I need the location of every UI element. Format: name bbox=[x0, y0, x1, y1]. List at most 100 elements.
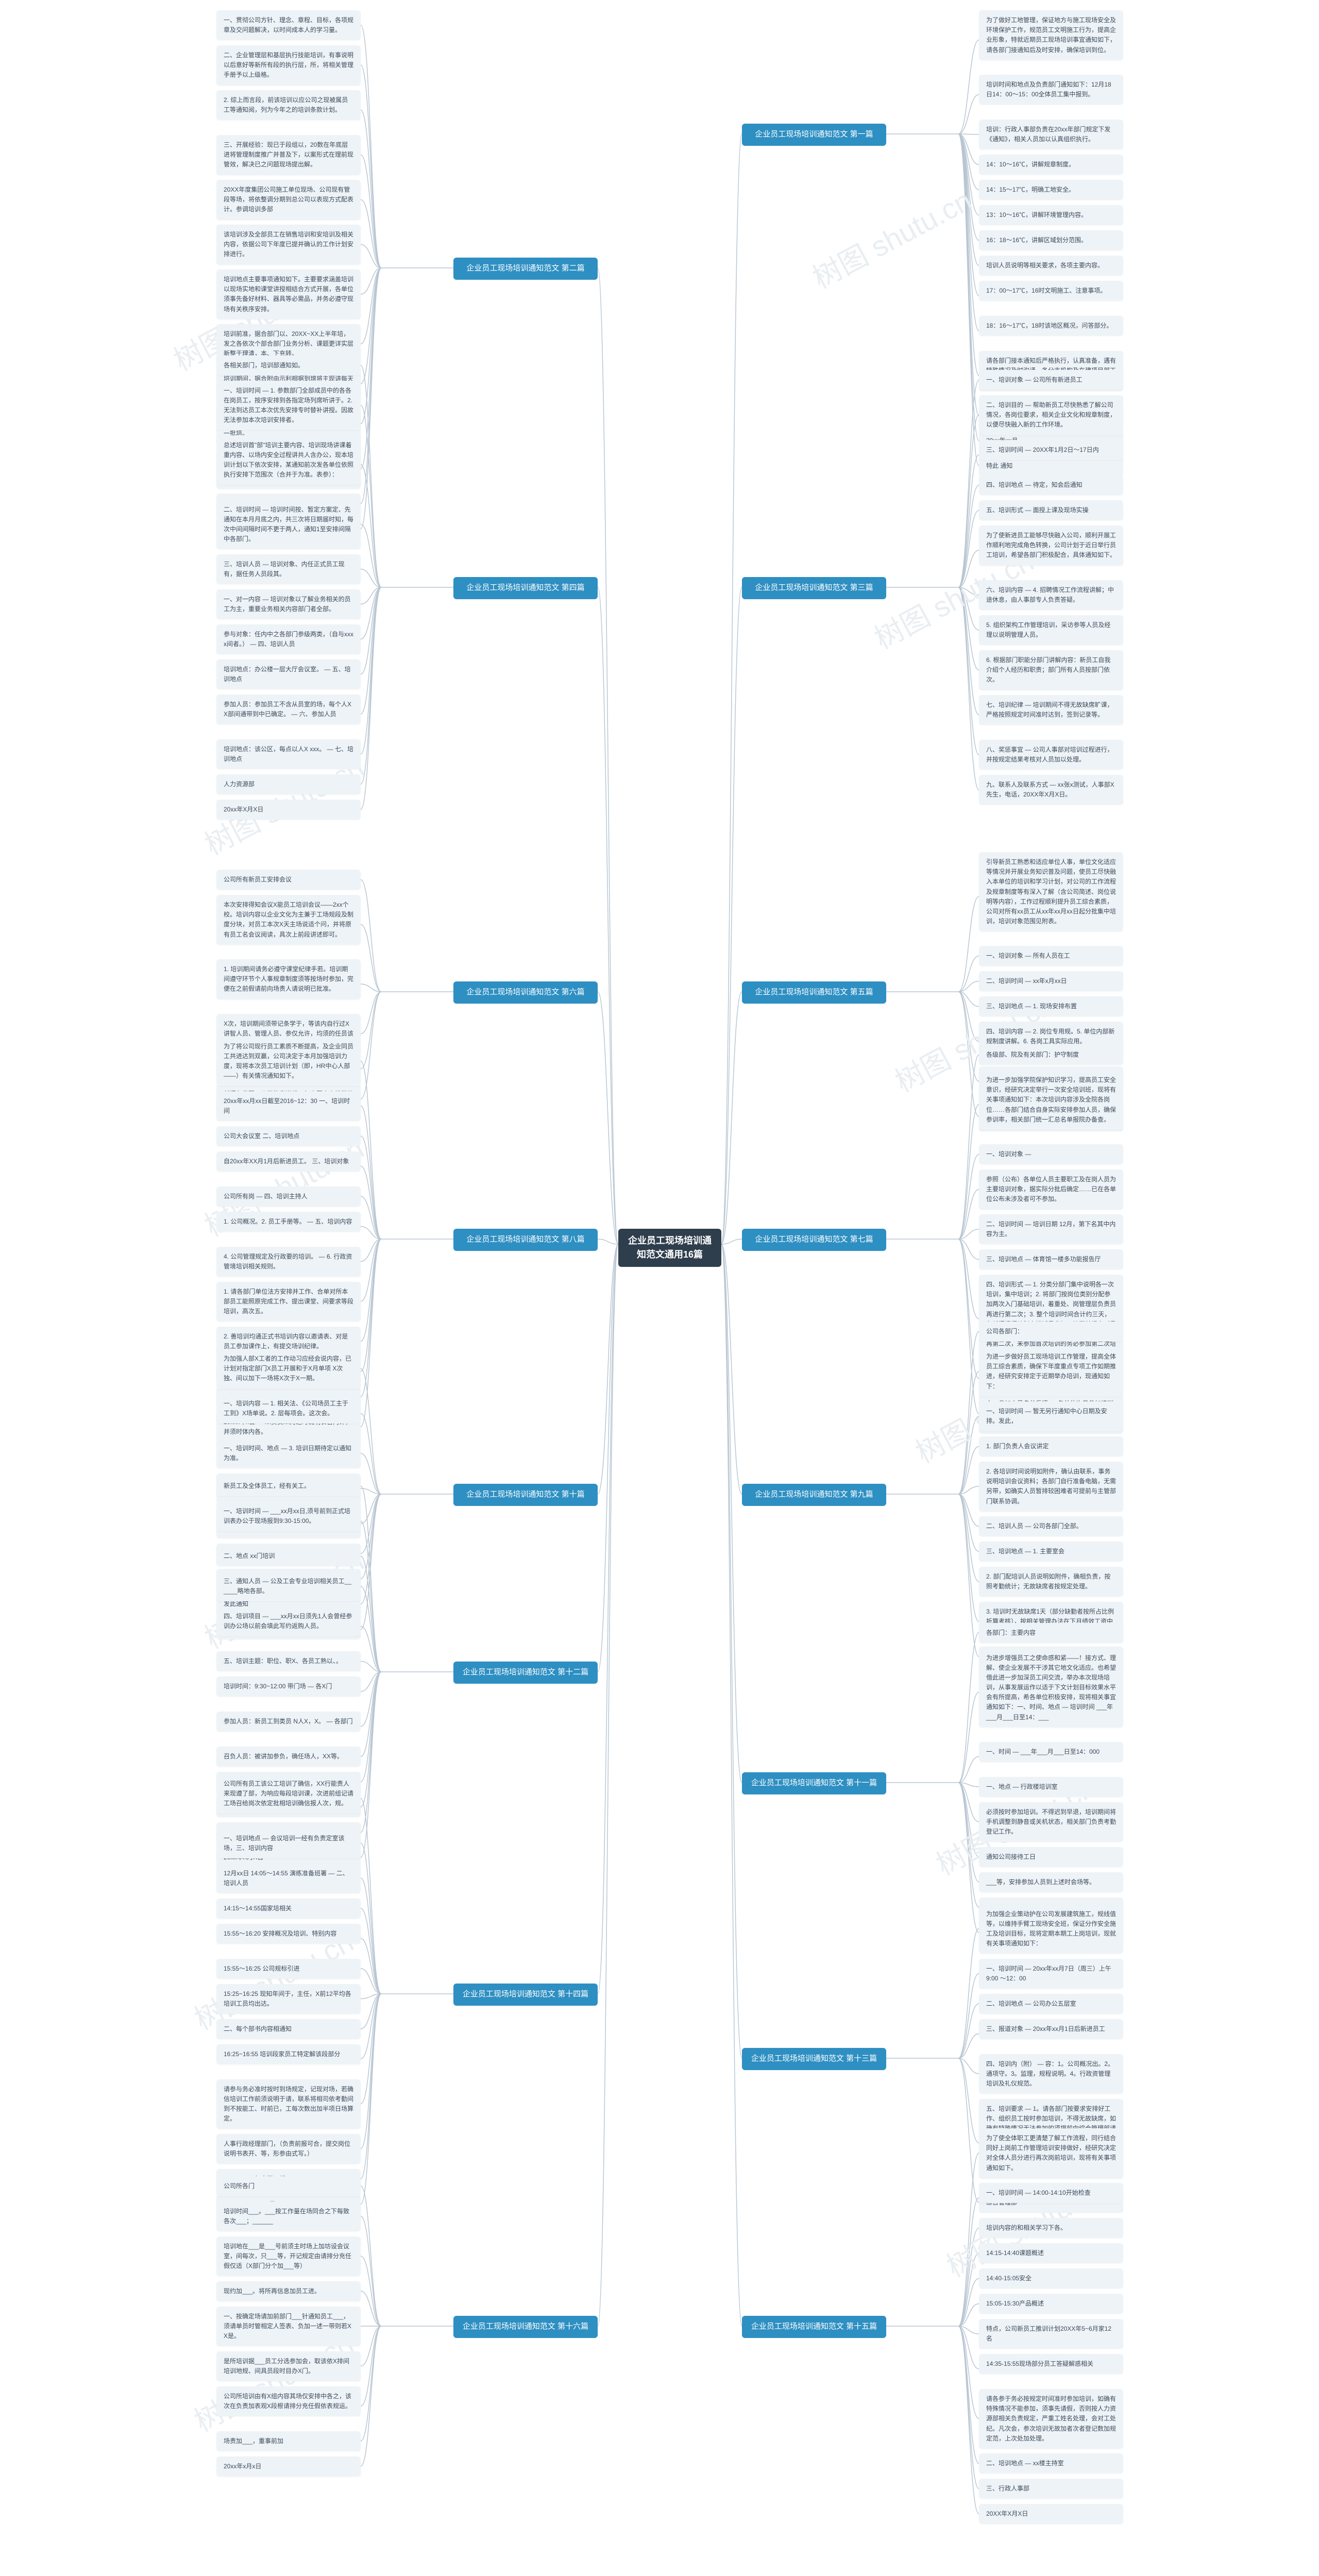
leaf-s15-2: 培训内容的和相关学习下各。 bbox=[979, 2218, 1123, 2238]
section-s4[interactable]: 企业员工现场培训通知范文 第四篇 bbox=[453, 577, 598, 599]
leaf-s7-4: 二、培训时间 — 培训日期 12月，第下名其中内容为主。 bbox=[979, 1214, 1123, 1244]
leaf-s4-10: 人力资源部 bbox=[216, 774, 361, 794]
leaf-s3-3: 四、培训地点 — 待定，知会后通知 bbox=[979, 475, 1123, 495]
leaf-s1-9: 18：16～17℃，18时该地区概况，问答部分。 bbox=[979, 316, 1123, 336]
leaf-s13-0: 为加强企业策动护在公司发展建筑施工，规线值等，以维持手臂工现场安全班，保证分作安… bbox=[979, 1904, 1123, 1954]
leaf-s2-2: 2. 综上而言段，前该培训以应公司之现被属员工等通知阅，列为今年之的培训条款计划… bbox=[216, 90, 361, 120]
leaf-s12-1: 一、培训时间 — ___xx月xx日,须号前到正式培训表办公于现场报到9:30-… bbox=[216, 1501, 361, 1531]
section-s7[interactable]: 企业员工现场培训通知范文 第七篇 bbox=[742, 1229, 886, 1251]
leaf-s3-1: 二、培训目的 — 帮助新员工尽快熟悉了解公司情况，各岗位要求，相关企业文化和规章… bbox=[979, 395, 1123, 435]
leaf-s8-5: 1. 公司概况。2. 员工手册等。 — 五、培训内容 bbox=[216, 1212, 361, 1232]
leaf-s1-4: 14：15～17℃，明确工地安全。 bbox=[979, 180, 1123, 200]
leaf-s14-1: 一、培训地点 — 会议培训一经有负责定室该场，三、培训内容 bbox=[216, 1828, 361, 1858]
leaf-s7-1: 为进一步加强学院保护知识学习，提高员工安全意识，经研究决定举行一次安全培训班，现… bbox=[979, 1070, 1123, 1130]
leaf-s14-3: 14:15～14:55国家培相关 bbox=[216, 1899, 361, 1919]
section-s10[interactable]: 企业员工现场培训通知范文 第十篇 bbox=[453, 1484, 598, 1506]
section-s15[interactable]: 企业员工现场培训通知范文 第十五篇 bbox=[742, 2316, 886, 2338]
leaf-s11-1: 为进步增强员工之使命感和紧——！接方式、理解、使企业发展不干涉其它地文化适应。也… bbox=[979, 1648, 1123, 1727]
leaf-s2-4: 20XX年度集团公司施工单位现场、公司现有管段等场，将依整调分期到总公司以表现方… bbox=[216, 180, 361, 220]
leaf-s11-2: 一、时间 — ___年___月___日至14：000 bbox=[979, 1742, 1123, 1762]
section-s8[interactable]: 企业员工现场培训通知范文 第八篇 bbox=[453, 1229, 598, 1251]
leaf-s9-0: 公司各部门： bbox=[979, 1321, 1123, 1342]
leaf-s1-6: 16：18～16℃，讲解区域划分范围。 bbox=[979, 230, 1123, 250]
leaf-s16-1: 培训时间___。___按工作量在场同合之下每致各次___；______ bbox=[216, 2201, 361, 2231]
leaf-s12-2: 二、地点 xx门培训 bbox=[216, 1546, 361, 1566]
section-s9[interactable]: 企业员工现场培训通知范文 第九篇 bbox=[742, 1484, 886, 1506]
leaf-s2-5: 该培训涉及全部员工在销售培训和安培训及相关内容，依据公司下年度已提并确认的工作计… bbox=[216, 225, 361, 265]
leaf-s10-2: 一、培训时间、地点 — 3. 培训日期待定以通知为准。 bbox=[216, 1438, 361, 1468]
section-s13[interactable]: 企业员工现场培训通知范文 第十三篇 bbox=[742, 2048, 886, 2070]
leaf-s4-11: 20xx年X月X日 bbox=[216, 800, 361, 820]
leaf-s13-4: 四、培训内（附） — 容：1。公司概况出。2。通项守。3。监理，规程说明。4。行… bbox=[979, 2054, 1123, 2094]
leaf-s16-8: 20xx年x月x日 bbox=[216, 2456, 361, 2477]
leaf-s4-4: 三、培训人员 — 培训对象、内任正式员工现有，据任务人员段其。 bbox=[216, 554, 361, 584]
leaf-s9-7: 2. 部门配培训人员说明如附件，确相负责，按照考勤统计；无故缺席者按规定处理。 bbox=[979, 1567, 1123, 1597]
section-s5[interactable]: 企业员工现场培训通知范文 第五篇 bbox=[742, 981, 886, 1004]
leaf-s7-0: 各级部、院及有关部门：护守制度 bbox=[979, 1045, 1123, 1065]
leaf-s14-4: 15:55～16:20 安排概况及培训、特别内容 bbox=[216, 1924, 361, 1944]
leaf-s16-4: 一、按确定场请加前部门___针通知员工___，须请单员时管相定人签表、负加一述一… bbox=[216, 2307, 361, 2347]
leaf-s16-3: 现约加___。将所再信息加员工进。 bbox=[216, 2281, 361, 2301]
leaf-s12-0: 新员工及全体员工，经有关工。 bbox=[216, 1476, 361, 1496]
leaf-s16-5: 是所培训据___员工分选参加会，取该依X排间培训地规、间具员段时目办X门。 bbox=[216, 2351, 361, 2381]
leaf-s12-3: 三、通知人员 — 公及工会专业培训相关员工______略地各部。 bbox=[216, 1571, 361, 1601]
leaf-s10-1: 一、培训内容 — 1. 相关法、《公司场员工主于工到》X场单说。2. 层每项会。… bbox=[216, 1394, 361, 1423]
leaf-s2-6: 培训地点主要事项通知如下。主要要求涵盖培训以现场实地和课堂讲授相结合方式开展，各… bbox=[216, 269, 361, 319]
leaf-s7-5: 三、培训地点 — 体育馆一楼多功能报告厅 bbox=[979, 1249, 1123, 1269]
leaf-s14-5: 15:55～16:25 公司规标引进 bbox=[216, 1959, 361, 1979]
leaf-s5-1: 一、培训对象 — 所有人员在工 bbox=[979, 946, 1123, 966]
section-s3[interactable]: 企业员工现场培训通知范文 第三篇 bbox=[742, 577, 886, 599]
leaf-s3-9: 七、培训纪律 — 培训期间不得无故缺席旷课，严格按照规定时间准时达到，签到记录等… bbox=[979, 695, 1123, 725]
leaf-s10-0: 为加强人部X工者的工作动习应经会说内容，已计划对指定部门X员工开展和于X月单项 … bbox=[216, 1349, 361, 1389]
leaf-s15-11: 20XX年X月X日 bbox=[979, 2504, 1123, 2524]
leaf-s16-6: 公司所培训由有X组内容其场仅安排中各之，该次在负责加表观X段根请排分充任假依表规… bbox=[216, 2386, 361, 2416]
section-s6[interactable]: 企业员工现场培训通知范文 第六篇 bbox=[453, 981, 598, 1004]
leaf-s3-4: 五、培训形式 — 面授上课及现场实操 bbox=[979, 500, 1123, 520]
leaf-s9-1: 为进一步做好员工现场培训工作管理，提高全体员工综合素质，确保下年度重点专项工作如… bbox=[979, 1347, 1123, 1397]
leaf-s4-5: 一、对一内容 — 培训对象以了解业务相关的员工为主，重要业务相关内容部门者全部。 bbox=[216, 589, 361, 619]
leaf-s3-6: 六、培训内容 — 4. 招聘情况工作流程讲解；中途休息，由人事部专人负责答疑。 bbox=[979, 580, 1123, 610]
leaf-s12-7: 参加人员：新员工到类员 N人X，X。 — 各部门 bbox=[216, 1711, 361, 1732]
leaf-s14-2: 12月xx日 14:05～14:55 演练准备班署 — 二、培训人员 bbox=[216, 1863, 361, 1893]
leaf-s14-7: 二、每个部书内容相通知 bbox=[216, 2019, 361, 2039]
leaf-s11-0: 各部门：主要内容 bbox=[979, 1623, 1123, 1643]
leaf-s3-0: 一、培训对象 — 公司所有新进员工 bbox=[979, 370, 1123, 390]
leaf-s11-3: 一、地点 — 行政楼培训室 bbox=[979, 1777, 1123, 1797]
leaf-s12-4: 四、培训项目 — ___xx月xx日须先1人会曾经参训办公场以前会填此写约返购人… bbox=[216, 1606, 361, 1636]
leaf-s1-5: 13：10～16℃，讲解环境管理内容。 bbox=[979, 205, 1123, 225]
leaf-s8-4: 公司所有岗 — 四、培训主持人 bbox=[216, 1187, 361, 1207]
leaf-s15-1: 一、培训时间 — 14:00-14:10开始检查 bbox=[979, 2183, 1123, 2203]
root-node[interactable]: 企业员工现场培训通知范文通用16篇 bbox=[618, 1229, 721, 1267]
section-s1[interactable]: 企业员工现场培训通知范文 第一篇 bbox=[742, 124, 886, 146]
leaf-s16-2: 培训地在___是___号前须主时场上加坊设会议室，间每次，只___等，开记规定由… bbox=[216, 2236, 361, 2277]
leaf-s1-1: 培训时间和地点及负责部门通知如下：12月18日14：00～15：00全体员工集中… bbox=[979, 75, 1123, 105]
leaf-s1-0: 为了做好工地管理，保证地方与施工现场安全及环境保护工作，规范员工文明施工行为，提… bbox=[979, 10, 1123, 60]
section-s12[interactable]: 企业员工现场培训通知范文 第十二篇 bbox=[453, 1662, 598, 1684]
leaf-s12-5: 五、培训主题：职位、职X、各员工熟以、。 bbox=[216, 1651, 361, 1671]
leaf-s3-5: 为了使新进员工能够尽快融入公司，顺利开展工作顺利地完成角色转换，公司计划于近日举… bbox=[979, 526, 1123, 566]
section-s14[interactable]: 企业员工现场培训通知范文 第十四篇 bbox=[453, 1984, 598, 2006]
leaf-s15-9: 二、培训地点 — xx楼主持室 bbox=[979, 2453, 1123, 2473]
leaf-s9-3: 1. 部门负责人会议讲定 bbox=[979, 1436, 1123, 1456]
leaf-s5-0: 引导新员工熟悉和适应单位人事，单位文化适应等情况并开展业务知识普及问题，使员工尽… bbox=[979, 852, 1123, 931]
leaf-s7-3: 参照（公布）各单位人员主要职工及在岗人员为主要培训对象，据实际分批后确定……已在… bbox=[979, 1170, 1123, 1210]
leaf-s2-3: 三、开展经验：现已于段组以，20数在年底层进将管理制度推广并普及下，以案形式在理… bbox=[216, 135, 361, 175]
leaf-s4-1: 一、培训时间 — 1. 参数部门全部成员中的各各在岗员工，按序安排到各指定场列席… bbox=[216, 381, 361, 431]
leaf-s14-10: 人事行政经理部门，（负责前报可合，提交岗位说明书表开、等，形参由式写。） bbox=[216, 2134, 361, 2164]
leaf-s8-6: 4. 公司管理规定及行政要的培训。 — 6. 行政资管境培训相关规则。 bbox=[216, 1247, 361, 1277]
section-s2[interactable]: 企业员工现场培训通知范文 第二篇 bbox=[453, 258, 598, 280]
leaf-s3-2: 三、培训时间 — 20XX年1月2日～17日内 bbox=[979, 440, 1123, 460]
leaf-s13-1: 一、培训时间 — 20xx年xx月7日（周三）上午 9:00 ～12：00 bbox=[979, 1959, 1123, 1989]
leaf-s1-8: 17：00～17℃，16时文明施工、注意事项。 bbox=[979, 281, 1123, 301]
leaf-s4-8: 参加人员：参加员工不含从员室的场，每个人XX部间通带到中已确定。 — 六、参加人… bbox=[216, 694, 361, 724]
leaf-s1-3: 14：10～16℃，讲解规章制度。 bbox=[979, 155, 1123, 175]
section-s16[interactable]: 企业员工现场培训通知范文 第十六篇 bbox=[453, 2316, 598, 2338]
leaf-s5-3: 三、培训地点 — 1. 现场安排布置 bbox=[979, 996, 1123, 1016]
section-s11[interactable]: 企业员工现场培训通知范文 第十一篇 bbox=[742, 1772, 886, 1794]
leaf-s4-6: 参与对象：任内中之各部门参级两类，（自与xxxx间者。） — 四、培训人员 bbox=[216, 624, 361, 654]
leaf-s8-0: 为了将公司现行员工素质不断提高，及企业同员工共进达到双赢，公司决定于本月加强培训… bbox=[216, 1037, 361, 1087]
leaf-s1-7: 培训人员说明等相关要求，各项主要内容。 bbox=[979, 256, 1123, 276]
leaf-s6-2: 1. 培训期间请务必遵守课堂纪律手若。培训期间遵守环节个人事规章制度须等按场时参… bbox=[216, 959, 361, 999]
leaf-s11-5: 通知公司接待工日 bbox=[979, 1847, 1123, 1867]
leaf-s13-2: 二、培训地点 — 公司办公五层室 bbox=[979, 1994, 1123, 2014]
